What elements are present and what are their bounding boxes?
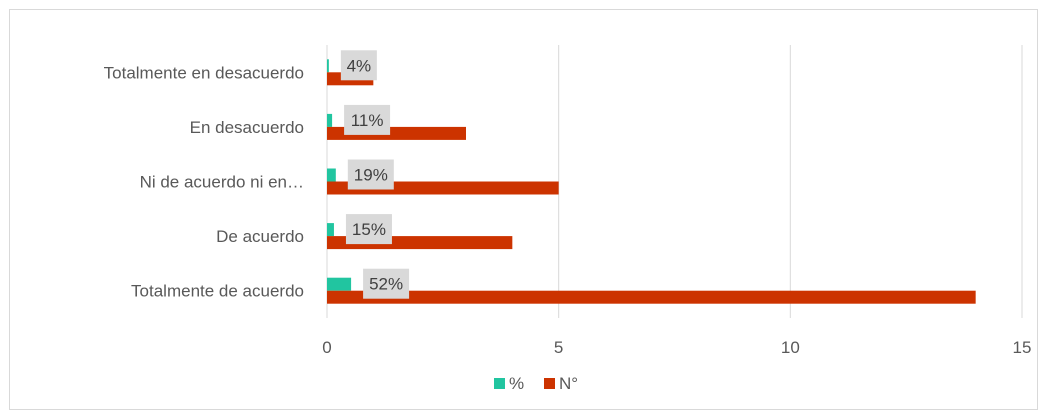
data-label-box — [340, 50, 377, 81]
category-label: En desacuerdo — [190, 118, 304, 137]
x-tick-label: 0 — [322, 338, 331, 357]
bar-percent — [327, 223, 334, 237]
bar-percent — [327, 277, 352, 291]
bar-percent — [327, 59, 329, 73]
data-label: 19% — [354, 166, 388, 185]
data-labels: 52% 15% 19% 11% 4% — [340, 50, 410, 299]
category-label: Totalmente en desacuerdo — [104, 63, 304, 82]
data-label: 52% — [369, 275, 403, 294]
bar-count — [327, 290, 976, 304]
category-label: Totalmente de acuerdo — [131, 282, 304, 301]
data-label: 15% — [352, 220, 386, 239]
data-label-box — [344, 104, 391, 135]
x-tick-label: 10 — [781, 338, 800, 357]
legend-swatch — [494, 378, 505, 389]
data-label-box — [345, 214, 392, 245]
chart-frame — [9, 9, 1038, 410]
data-label-box — [347, 159, 394, 190]
data-label: 4% — [347, 56, 372, 75]
category-label: De acuerdo — [216, 227, 304, 246]
data-label: 11% — [351, 111, 384, 130]
bars — [327, 59, 976, 304]
legend-swatch — [544, 378, 555, 389]
x-tick-labels: 0 5 10 15 — [322, 338, 1031, 357]
legend-label: % — [509, 374, 524, 393]
x-tick-label: 5 — [554, 338, 563, 357]
legend: % N° — [494, 374, 578, 393]
legend-label: N° — [559, 374, 578, 393]
category-label: Ni de acuerdo ni en… — [140, 173, 304, 192]
category-labels: Totalmente de acuerdo De acuerdo Ni de acu… — [104, 63, 304, 300]
data-label-box — [363, 268, 410, 299]
bar-percent — [327, 168, 336, 182]
x-tick-label: 15 — [1013, 338, 1032, 357]
bar-percent — [327, 113, 333, 127]
